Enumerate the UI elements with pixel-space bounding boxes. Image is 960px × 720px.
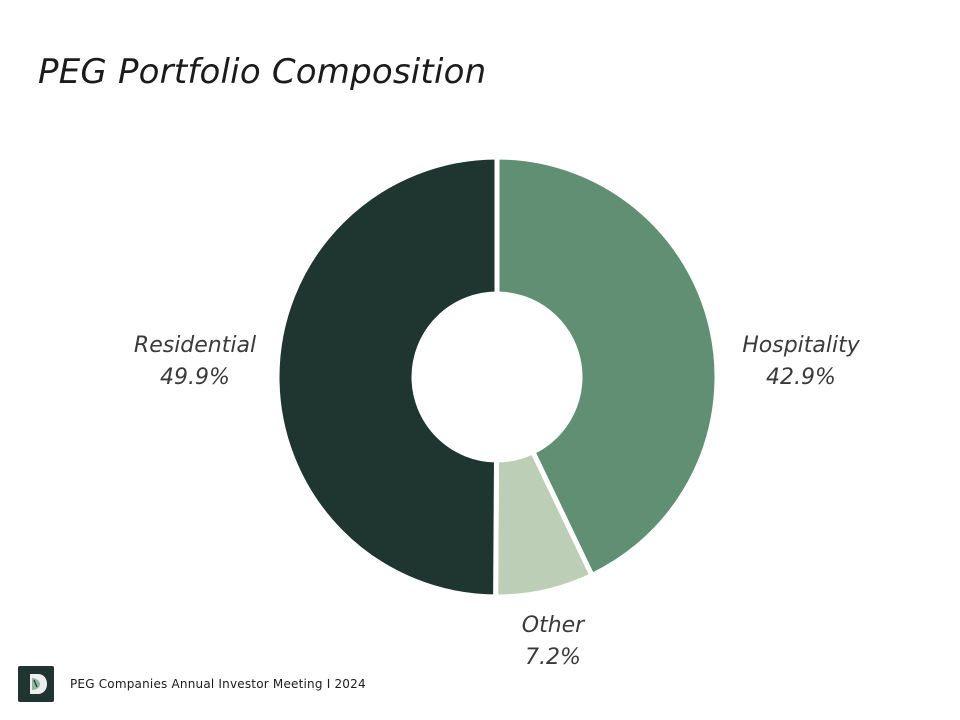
footer-text: PEG Companies Annual Investor Meeting I … (70, 677, 366, 691)
footer: PEG Companies Annual Investor Meeting I … (18, 666, 366, 702)
donut-slice-residential (274, 154, 500, 600)
slide-title: PEG Portfolio Composition (38, 52, 487, 92)
slice-label-residential-value: 49.9% (160, 365, 230, 390)
slice-label-hospitality: Hospitality 42.9% (726, 330, 876, 394)
slice-label-other: Other 7.2% (493, 610, 613, 674)
peg-logo-icon (18, 666, 54, 702)
slice-label-hospitality-value: 42.9% (766, 365, 836, 390)
slice-label-other-name: Other (521, 613, 585, 638)
donut-slice-hospitality (494, 154, 720, 579)
slice-label-residential: Residential 49.9% (120, 330, 270, 394)
slice-label-residential-name: Residential (133, 333, 257, 358)
slice-label-other-value: 7.2% (525, 645, 581, 670)
slice-label-hospitality-name: Hospitality (742, 333, 860, 358)
